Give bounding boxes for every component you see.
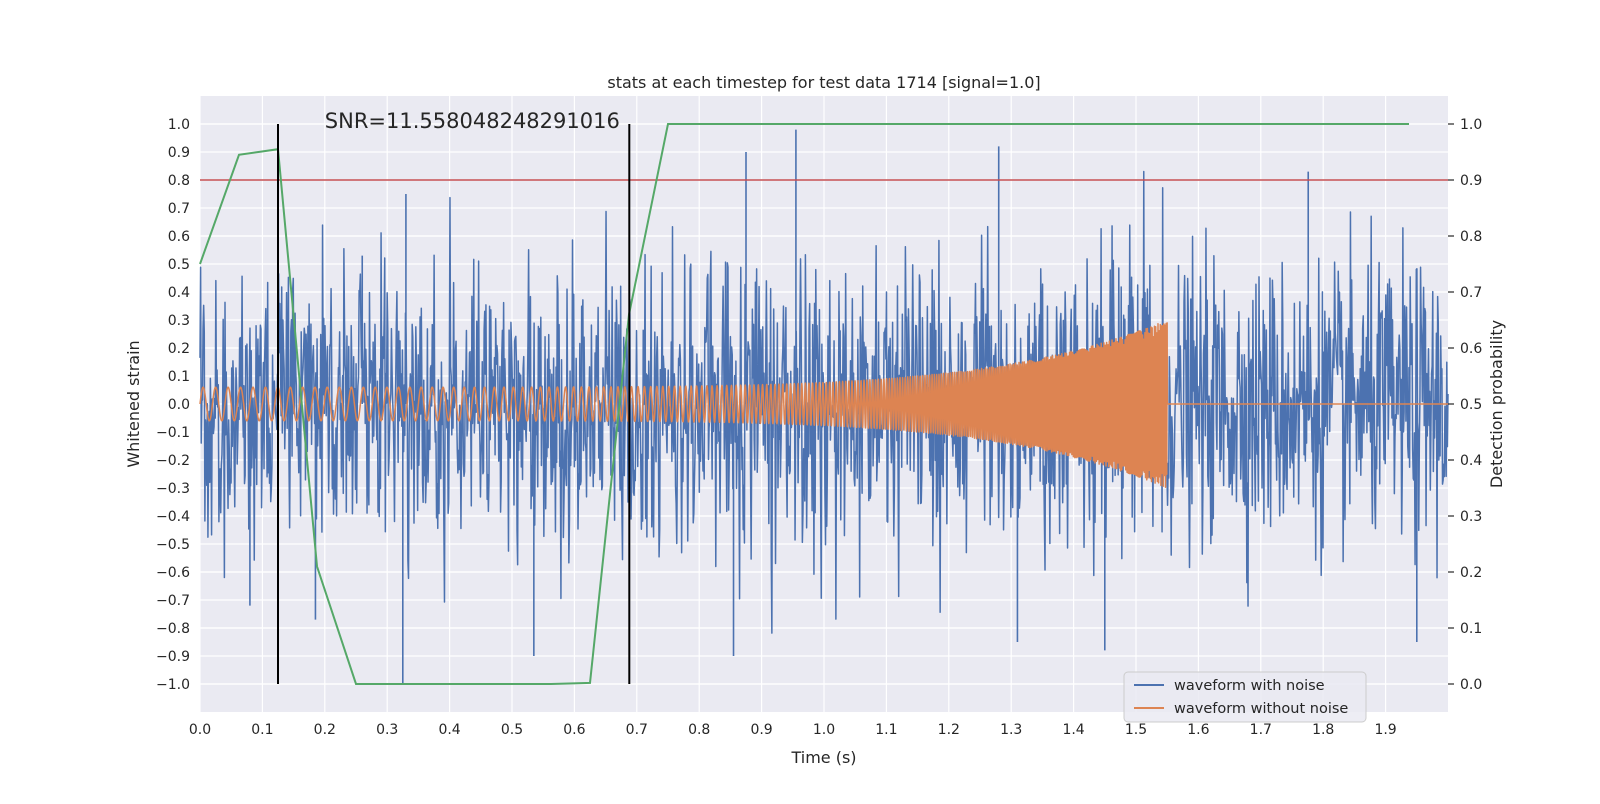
y-tick-label: −0.1: [156, 425, 190, 441]
y-tick-label: −1.0: [156, 677, 190, 693]
clean-layer: [199, 322, 1449, 489]
noise-waveform-line: [199, 170, 1449, 634]
x-tick-label: 1.5: [1125, 722, 1147, 738]
x-tick-label: 0.2: [314, 722, 336, 738]
x-tick-label: 0.4: [438, 722, 460, 738]
y2-tick-label: 1.0: [1460, 117, 1482, 133]
y2-tick-label: 0.9: [1460, 173, 1482, 189]
x-tick-label: 1.7: [1250, 722, 1272, 738]
y2-tick-label: 0.6: [1460, 341, 1482, 357]
legend: waveform with noise waveform without noi…: [1123, 671, 1367, 723]
x-tick-label: 1.1: [875, 722, 897, 738]
prob-layer: [199, 123, 1409, 685]
legend-label-noise: waveform with noise: [1174, 678, 1325, 694]
tick-layer: 0.0 0.1 0.2 0.3 0.4 0.5 0.6 0.7 0.8 0.9 1.0 1.1 1.2 1…: [156, 117, 1482, 738]
y-tick-label: −0.2: [156, 453, 190, 469]
y-tick-label: 0.3: [168, 313, 190, 329]
y2-tick-label: 0.5: [1460, 397, 1482, 413]
clean-waveform-line: [199, 322, 1449, 489]
y-tick-label: −0.5: [156, 537, 190, 553]
x-tick-label: 0.0: [189, 722, 211, 738]
x-tick-label: 1.0: [813, 722, 835, 738]
x-tick-label: 0.6: [563, 722, 585, 738]
noise-layer: [199, 129, 1449, 684]
y2-tick-label: 0.8: [1460, 229, 1482, 245]
y2-tick-label: 0.0: [1460, 677, 1482, 693]
x-tick-label: 1.3: [1000, 722, 1022, 738]
x-tick-label: 0.8: [688, 722, 710, 738]
snr-annotation: SNR=11.558048248291016: [325, 109, 620, 133]
y-tick-label: 0.9: [168, 145, 190, 161]
y-tick-label: 0.4: [168, 285, 190, 301]
marker-layer: [277, 124, 631, 684]
x-tick-label: 1.6: [1187, 722, 1209, 738]
y2-tick-label: 0.4: [1460, 453, 1482, 469]
x-tick-label: 0.5: [501, 722, 523, 738]
x-axis-label: Time (s): [790, 748, 856, 767]
x-tick-label: 1.9: [1374, 722, 1396, 738]
y-tick-label: −0.3: [156, 481, 190, 497]
y2-tick-label: 0.2: [1460, 565, 1482, 581]
x-tick-label: 1.2: [938, 722, 960, 738]
y-tick-label: 0.0: [168, 397, 190, 413]
x-tick-label: 0.7: [626, 722, 648, 738]
y-axis-label: Whitened strain: [124, 340, 143, 467]
y-tick-label: 1.0: [168, 117, 190, 133]
y-tick-label: 0.6: [168, 229, 190, 245]
y-tick-label: −0.7: [156, 593, 190, 609]
y-tick-label: −0.8: [156, 621, 190, 637]
y2-tick-label: 0.3: [1460, 509, 1482, 525]
y-tick-label: −0.6: [156, 565, 190, 581]
legend-label-clean: waveform without noise: [1174, 701, 1348, 717]
legend-box: [1123, 671, 1367, 723]
x-tick-label: 1.8: [1312, 722, 1334, 738]
chart-title: stats at each timestep for test data 171…: [607, 73, 1040, 92]
y-tick-label: 0.5: [168, 257, 190, 273]
y2-tick-label: 0.1: [1460, 621, 1482, 637]
detection-probability-line: [199, 123, 1409, 685]
y2-tick-label: 0.7: [1460, 285, 1482, 301]
y-tick-label: 0.2: [168, 341, 190, 357]
x-tick-label: 0.9: [750, 722, 772, 738]
y-tick-label: −0.4: [156, 509, 190, 525]
y-tick-label: 0.1: [168, 369, 190, 385]
y-tick-label: 0.8: [168, 173, 190, 189]
y-tick-label: −0.9: [156, 649, 190, 665]
y-tick-label: 0.7: [168, 201, 190, 217]
x-tick-label: 1.4: [1062, 722, 1084, 738]
y2-axis-label: Detection probability: [1487, 320, 1506, 488]
x-tick-label: 0.3: [376, 722, 398, 738]
x-tick-label: 0.1: [251, 722, 273, 738]
